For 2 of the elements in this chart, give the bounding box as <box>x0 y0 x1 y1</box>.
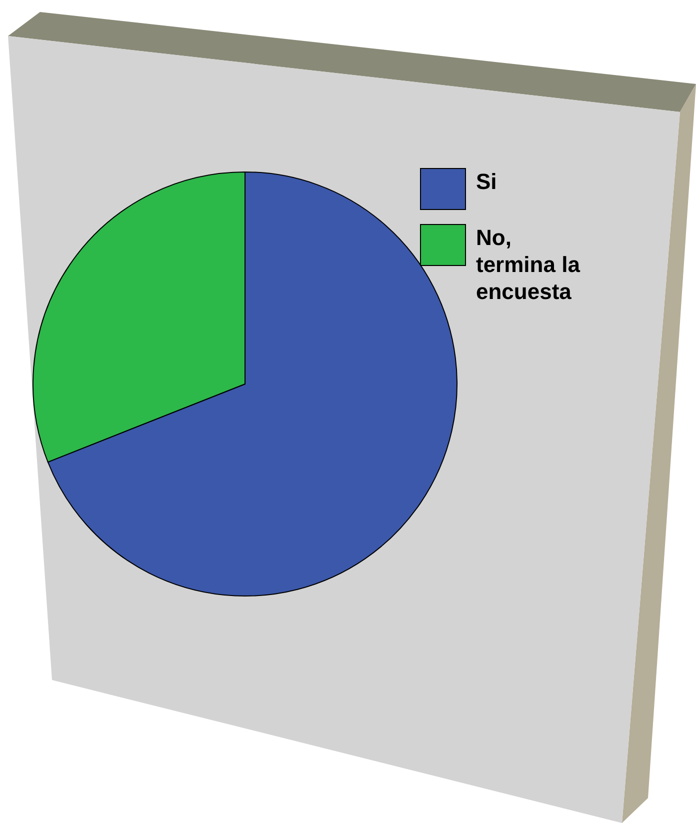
legend-label: Si <box>476 168 498 195</box>
legend-label: No, termina la encuesta <box>476 224 580 305</box>
